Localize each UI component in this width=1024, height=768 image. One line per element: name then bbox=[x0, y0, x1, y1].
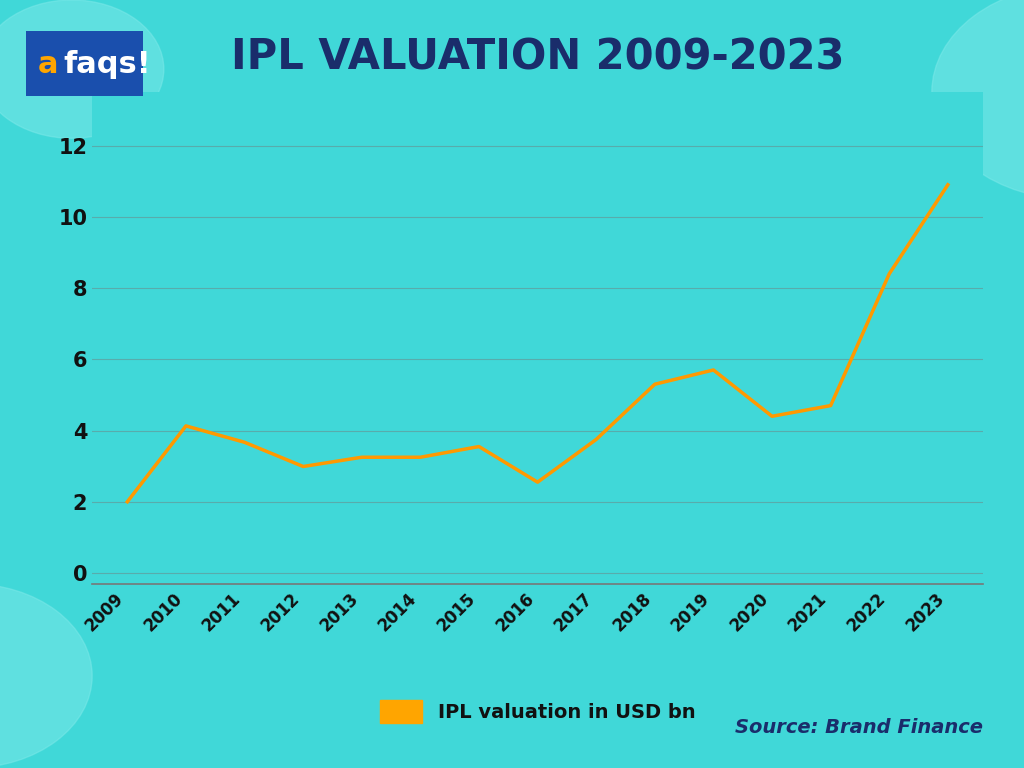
FancyBboxPatch shape bbox=[20, 28, 148, 99]
Text: a: a bbox=[38, 50, 58, 79]
Text: faqs!: faqs! bbox=[63, 50, 151, 79]
Title: IPL VALUATION 2009-2023: IPL VALUATION 2009-2023 bbox=[230, 37, 845, 79]
Text: Source: Brand Finance: Source: Brand Finance bbox=[735, 718, 983, 737]
Legend: IPL valuation in USD bn: IPL valuation in USD bn bbox=[372, 692, 703, 731]
